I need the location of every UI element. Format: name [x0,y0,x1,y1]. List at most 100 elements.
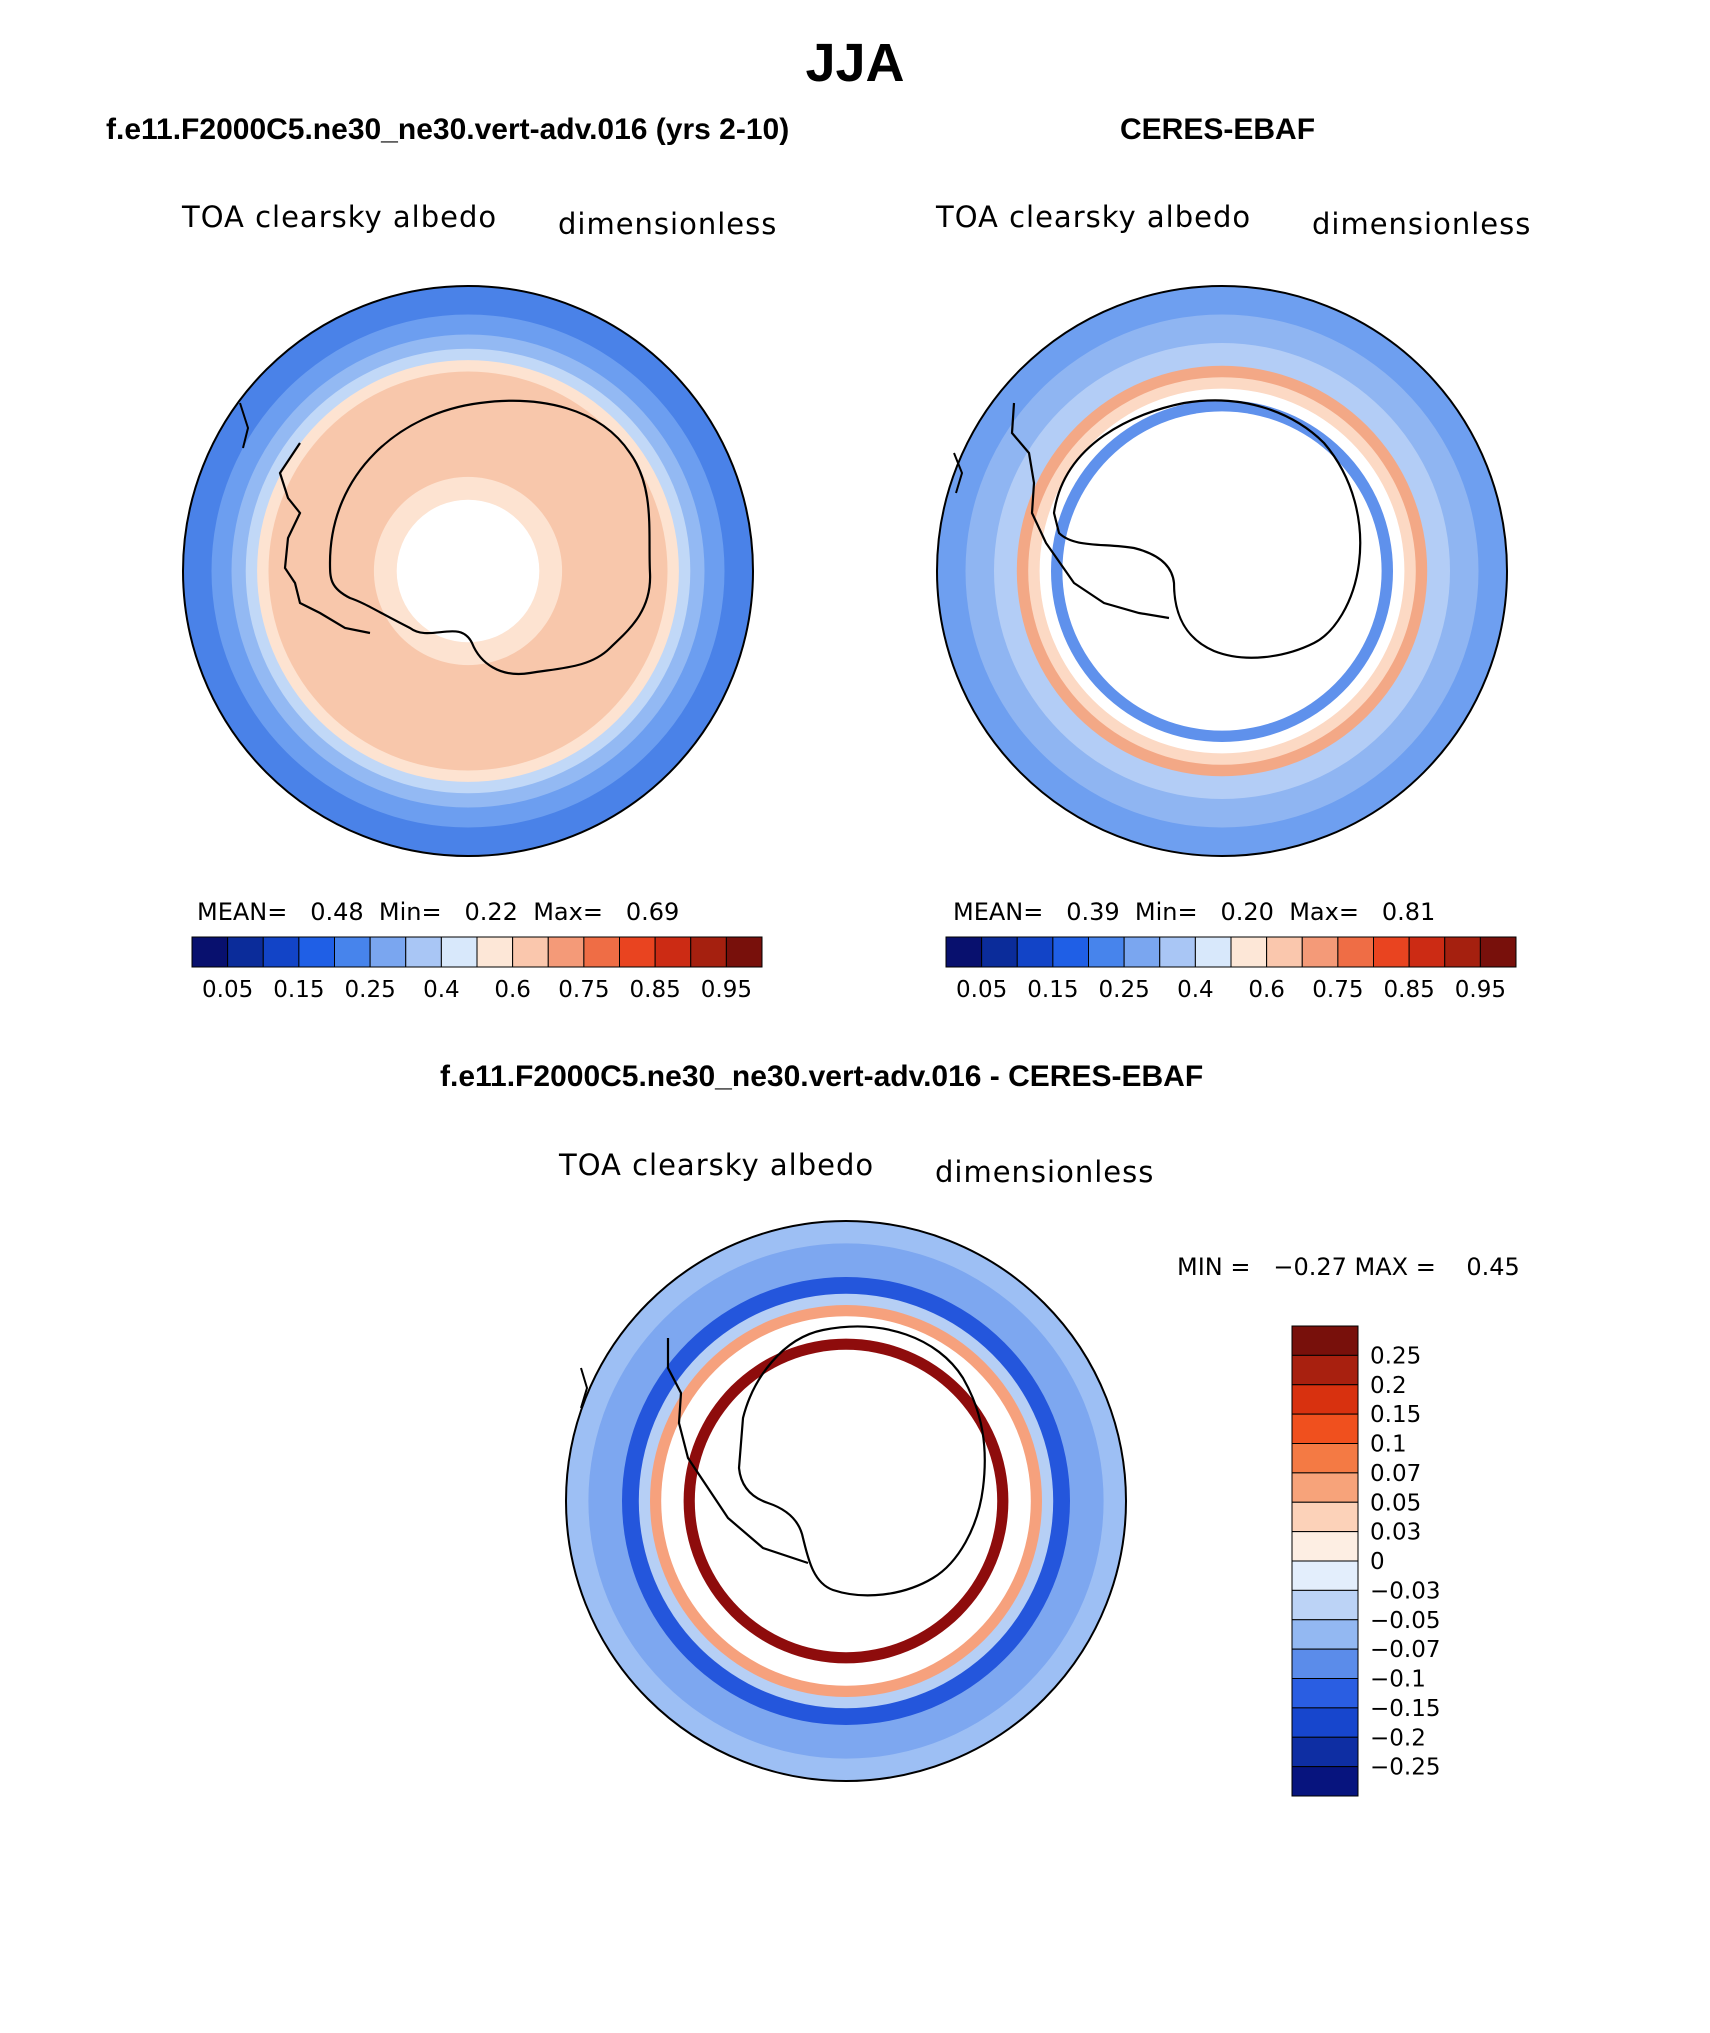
colorbar-tick-label: 0.25 [1370,1343,1421,1369]
map-diff-rings [566,1221,1126,1781]
colorbar-tick-label: 0.15 [1370,1402,1421,1428]
colorbar-swatch [227,936,264,968]
colorbar-tick-label: −0.25 [1370,1755,1440,1781]
panel-obs-stats: MEAN= 0.39 Min= 0.20 Max= 0.81 [953,898,1436,926]
map-ring-7 [396,499,540,643]
continent-outline [239,399,652,676]
colorbar-swatch [690,936,727,968]
colorbar-swatch [1291,1766,1359,1797]
colorbar-tick-label: 0.03 [1370,1520,1421,1546]
panel-obs-variable: TOA clearsky albedo [936,200,1252,234]
colorbar-swatch [334,936,371,968]
colorbar-tick-label: 0.6 [1248,977,1285,1003]
colorbar-tick-label: −0.05 [1370,1608,1440,1634]
map-model-border [182,285,754,857]
colorbar-tick-label: 0.6 [494,977,531,1003]
colorbar-swatch [1479,936,1517,968]
colorbar-tick-label: 0.75 [558,977,609,1003]
colorbar-swatch [191,936,229,968]
colorbar-tick-label: −0.2 [1370,1725,1426,1751]
colorbar-tick-label: 0.05 [1370,1490,1421,1516]
colorbar-tick-label: 0.1 [1370,1432,1407,1458]
colorbar-tick-label: 0.25 [345,977,396,1003]
colorbar-swatch [654,936,692,968]
colorbar-tick-label: 0 [1370,1549,1385,1575]
colorbar-tick-label: −0.03 [1370,1578,1440,1604]
colorbar-swatch [1194,936,1232,968]
colorbar-swatch [725,936,763,968]
colorbar-swatch [1123,936,1161,968]
colorbar-model: 0.05 0.15 0.25 0.4 0.6 0.75 0.85 0.95 [191,936,763,1003]
panel-obs-units: dimensionless [1312,207,1532,241]
colorbar-tick-label: 0.4 [1177,977,1214,1003]
colorbar-swatch [476,936,514,968]
colorbar-swatch [1291,1589,1359,1621]
colorbar-tick-label: 0.07 [1370,1461,1421,1487]
colorbar-swatch [1266,936,1303,968]
colorbar-tick-label: 0.95 [1455,977,1506,1003]
colorbar-tick-label: 0.15 [1027,977,1078,1003]
colorbar-tick-label: 0.15 [273,977,324,1003]
colorbar-swatch [1444,936,1481,968]
colorbar-tick-label: −0.15 [1370,1696,1440,1722]
colorbar-swatch [405,936,442,968]
map-ring-7 [694,1349,998,1653]
colorbar-obs: 0.05 0.15 0.25 0.4 0.6 0.75 0.85 0.95 [945,936,1517,1003]
continent-outline [580,1325,986,1597]
colorbar-tick-label: −0.1 [1370,1667,1426,1693]
colorbar-swatch [298,936,335,968]
colorbar-swatch [1291,1413,1359,1444]
map-obs [936,285,1508,857]
panel-model-units: dimensionless [558,207,778,241]
colorbar-swatch [1291,1325,1359,1356]
colorbar-swatch [547,936,585,968]
colorbar-diff: 0.25 0.2 0.15 0.1 0.07 0.05 0.03 0 −0.03 −0.05 −0.… [1291,1325,1440,1797]
colorbar-tick-label: 0.75 [1312,977,1363,1003]
colorbar-swatch [1291,1619,1359,1650]
panel-diff-stats: MIN = −0.27 MAX = 0.45 [1177,1253,1520,1281]
panel-model-heading: f.e11.F2000C5.ne30_ne30.vert-adv.016 (yr… [106,113,790,146]
colorbar-swatch [583,936,620,968]
colorbar-swatch [1291,1384,1359,1415]
colorbar-tick-label: 0.95 [701,977,752,1003]
map-diff [565,1220,1127,1782]
colorbar-swatch [1088,936,1125,968]
colorbar-swatch [1230,936,1268,968]
colorbar-tick-label: 0.85 [1384,977,1435,1003]
colorbar-swatch [1016,936,1054,968]
colorbar-swatch [1052,936,1089,968]
continent-outline [953,399,1362,659]
colorbar-swatch [262,936,300,968]
colorbar-tick-label: 0.2 [1370,1373,1407,1399]
colorbar-tick-label: −0.07 [1370,1637,1440,1663]
colorbar-swatch [1373,936,1410,968]
colorbar-swatch [945,936,983,968]
colorbar-swatch [1291,1560,1359,1591]
panel-model-variable: TOA clearsky albedo [182,200,498,234]
figure-title: JJA [805,33,905,93]
colorbar-swatch [512,936,549,968]
colorbar-swatch [1291,1678,1359,1709]
map-diff-border [565,1220,1127,1782]
colorbar-swatch [1291,1531,1359,1562]
colorbar-swatch [1301,936,1339,968]
colorbar-tick-label: 0.05 [202,977,253,1003]
panel-diff-variable: TOA clearsky albedo [559,1148,875,1182]
panel-diff-units: dimensionless [935,1155,1155,1189]
colorbar-swatch [1408,936,1446,968]
colorbar-swatch [1291,1472,1359,1503]
colorbar-swatch [981,936,1018,968]
colorbar-swatch [1337,936,1374,968]
map-model-rings [183,286,753,856]
map-ring-7 [1062,411,1382,731]
colorbar-swatch [1291,1354,1359,1386]
colorbar-swatch [1159,936,1196,968]
colorbar-swatch [1291,1443,1359,1474]
colorbar-swatch [1291,1736,1359,1768]
colorbar-swatch [619,936,656,968]
colorbar-swatch [1291,1707,1359,1738]
map-obs-border [936,285,1508,857]
panel-diff-heading: f.e11.F2000C5.ne30_ne30.vert-adv.016 - C… [440,1060,1204,1093]
colorbar-swatch [369,936,407,968]
colorbar-tick-label: 0.4 [423,977,460,1003]
